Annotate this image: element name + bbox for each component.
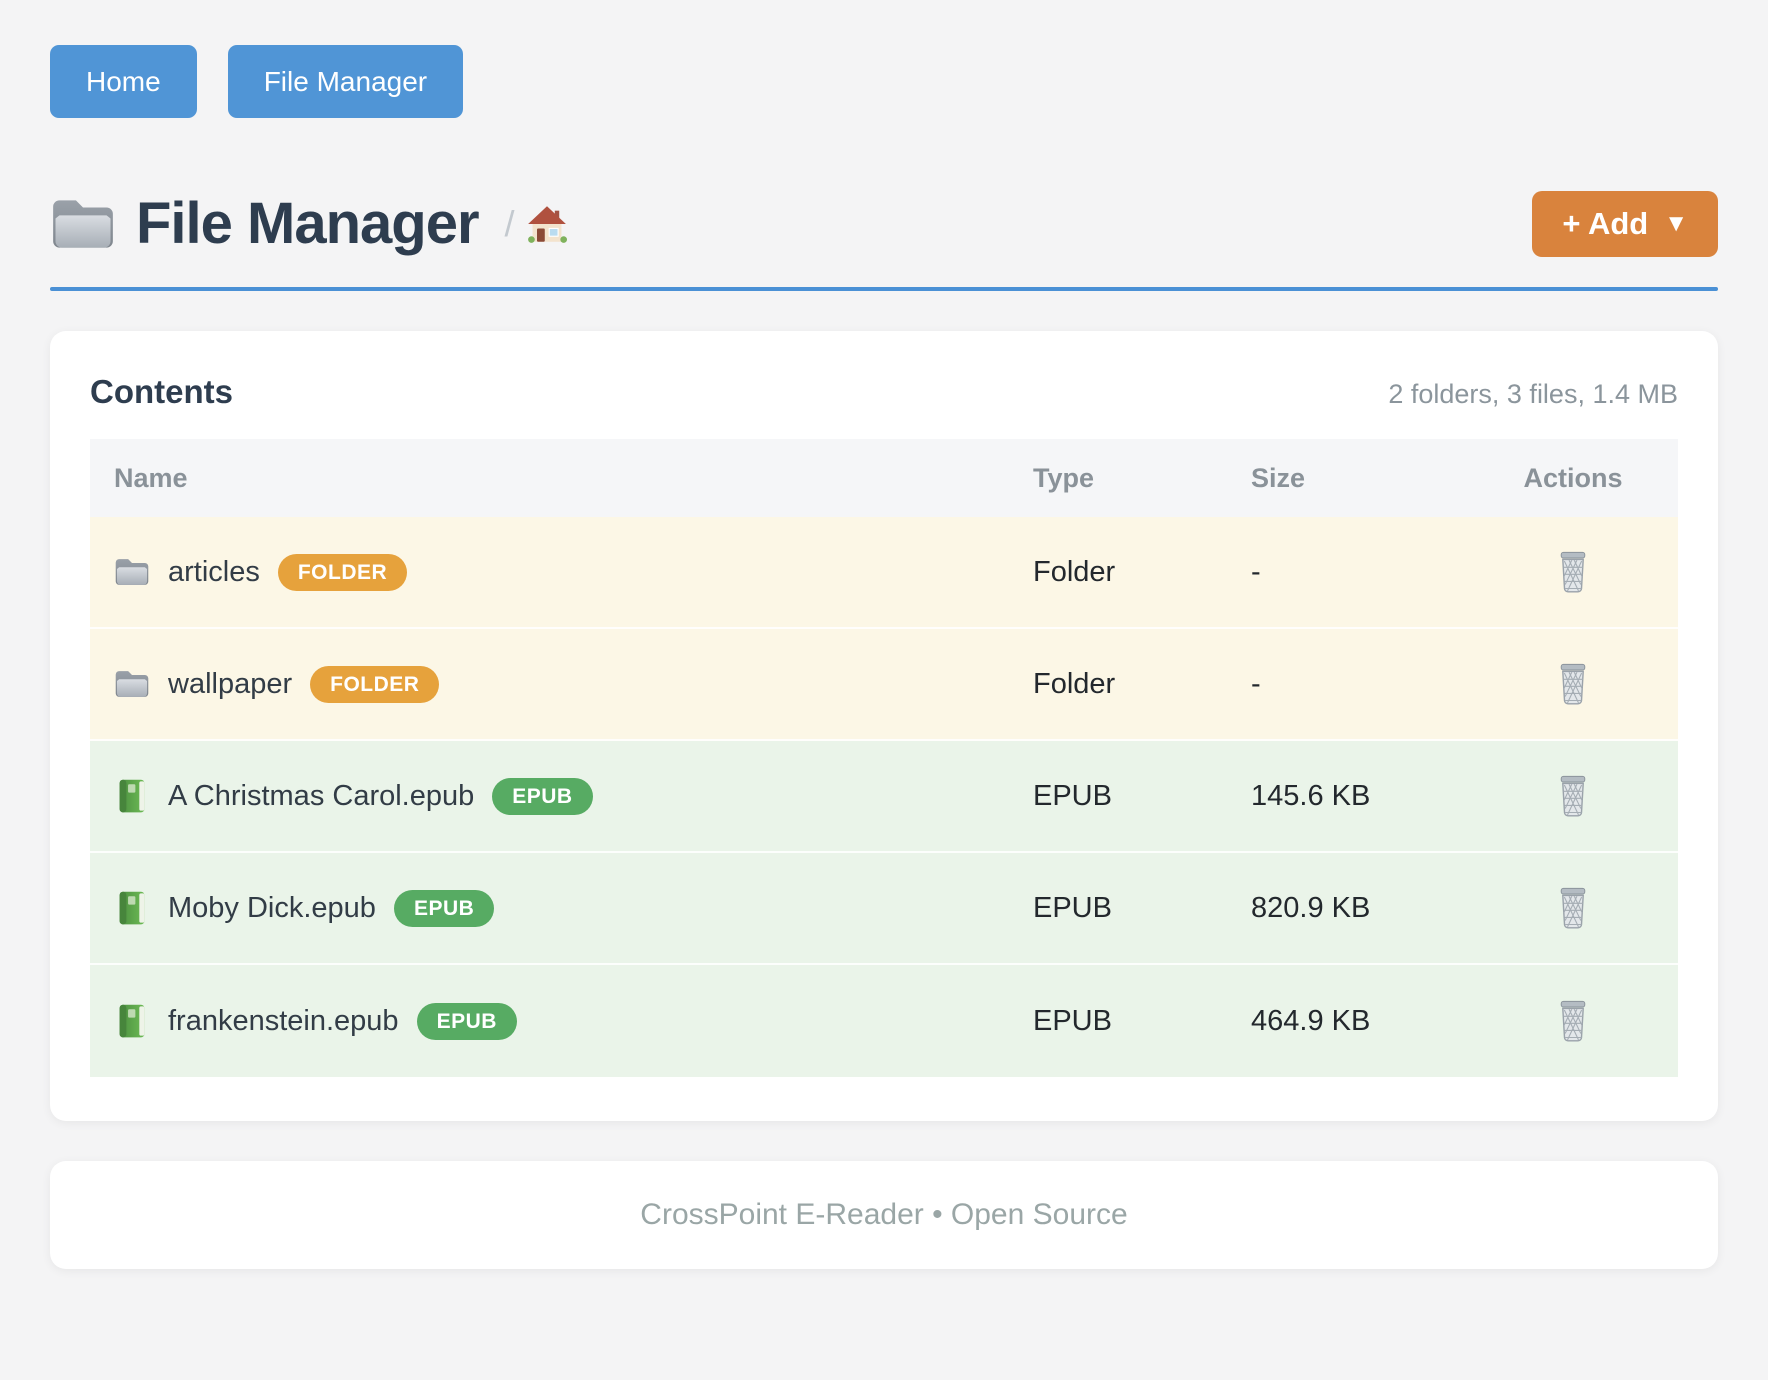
file-size: -: [1251, 667, 1261, 700]
trash-icon: [1560, 1000, 1586, 1042]
home-button[interactable]: Home: [50, 45, 197, 118]
book-icon: [119, 891, 145, 925]
add-button-label: + Add: [1562, 205, 1649, 241]
top-nav: Home File Manager: [50, 45, 1718, 118]
table-header-row: Name Type Size Actions: [90, 439, 1678, 517]
folder-badge: FOLDER: [310, 665, 440, 703]
file-table: Name Type Size Actions articles FOLDER F…: [90, 439, 1678, 1077]
title-divider: [50, 287, 1718, 291]
file-type: Folder: [1033, 555, 1116, 588]
trash-icon: [1560, 887, 1586, 929]
file-name[interactable]: A Christmas Carol.epub: [168, 779, 475, 812]
table-row[interactable]: wallpaper FOLDER Folder -: [90, 629, 1678, 741]
page-header: File Manager / + Add ▼: [50, 190, 1718, 257]
breadcrumb-separator: /: [504, 202, 515, 244]
column-header-name: Name: [114, 462, 188, 493]
column-header-size: Size: [1251, 462, 1306, 493]
file-type: EPUB: [1033, 779, 1112, 812]
trash-icon: [1560, 551, 1586, 593]
file-type: Folder: [1033, 667, 1116, 700]
book-icon: [119, 1004, 145, 1038]
file-name[interactable]: articles: [168, 555, 260, 588]
table-row[interactable]: Moby Dick.epub EPUB EPUB 820.9 KB: [90, 853, 1678, 965]
epub-badge: EPUB: [393, 889, 495, 927]
delete-button[interactable]: [1551, 882, 1595, 934]
folder-icon: [53, 199, 113, 248]
file-size: -: [1251, 555, 1261, 588]
breadcrumb: /: [505, 203, 567, 245]
file-type: EPUB: [1033, 1004, 1112, 1037]
table-row[interactable]: A Christmas Carol.epub EPUB EPUB 145.6 K…: [90, 741, 1678, 853]
epub-badge: EPUB: [492, 777, 593, 815]
folder-badge: FOLDER: [277, 553, 408, 591]
file-manager-button[interactable]: File Manager: [227, 45, 464, 118]
delete-button[interactable]: [1551, 546, 1595, 598]
table-row[interactable]: frankenstein.epub EPUB EPUB 464.9 KB: [90, 965, 1678, 1077]
page-title: File Manager: [136, 191, 480, 256]
folder-icon: [115, 559, 149, 585]
delete-button[interactable]: [1551, 658, 1595, 710]
file-size: 464.9 KB: [1251, 1004, 1371, 1037]
table-row[interactable]: articles FOLDER Folder -: [90, 517, 1678, 629]
footer-card: CrossPoint E-Reader • Open Source: [50, 1161, 1718, 1269]
file-name[interactable]: Moby Dick.epub: [168, 891, 376, 924]
book-icon: [119, 779, 145, 813]
file-type: EPUB: [1033, 891, 1112, 924]
trash-icon: [1560, 663, 1586, 705]
contents-summary: 2 folders, 3 files, 1.4 MB: [1388, 379, 1678, 409]
epub-badge: EPUB: [416, 1002, 517, 1040]
contents-card-header: Contents 2 folders, 3 files, 1.4 MB: [90, 373, 1678, 411]
file-size: 820.9 KB: [1251, 891, 1371, 924]
add-button[interactable]: + Add ▼: [1532, 190, 1718, 257]
column-header-actions: Actions: [1523, 462, 1623, 493]
delete-button[interactable]: [1551, 995, 1595, 1047]
trash-icon: [1560, 775, 1586, 817]
folder-icon: [115, 671, 149, 697]
file-name[interactable]: wallpaper: [168, 667, 293, 700]
file-name[interactable]: frankenstein.epub: [168, 1004, 399, 1037]
footer-text: CrossPoint E-Reader • Open Source: [640, 1198, 1128, 1231]
file-manager-page: Home File Manager File Manager / + Add ▼…: [50, 45, 1718, 1269]
contents-heading: Contents: [90, 373, 233, 410]
delete-button[interactable]: [1551, 770, 1595, 822]
caret-down-icon: ▼: [1664, 209, 1688, 237]
file-size: 145.6 KB: [1251, 779, 1371, 812]
column-header-type: Type: [1033, 462, 1095, 493]
contents-card: Contents 2 folders, 3 files, 1.4 MB Name…: [50, 331, 1718, 1121]
home-icon[interactable]: [527, 204, 567, 244]
